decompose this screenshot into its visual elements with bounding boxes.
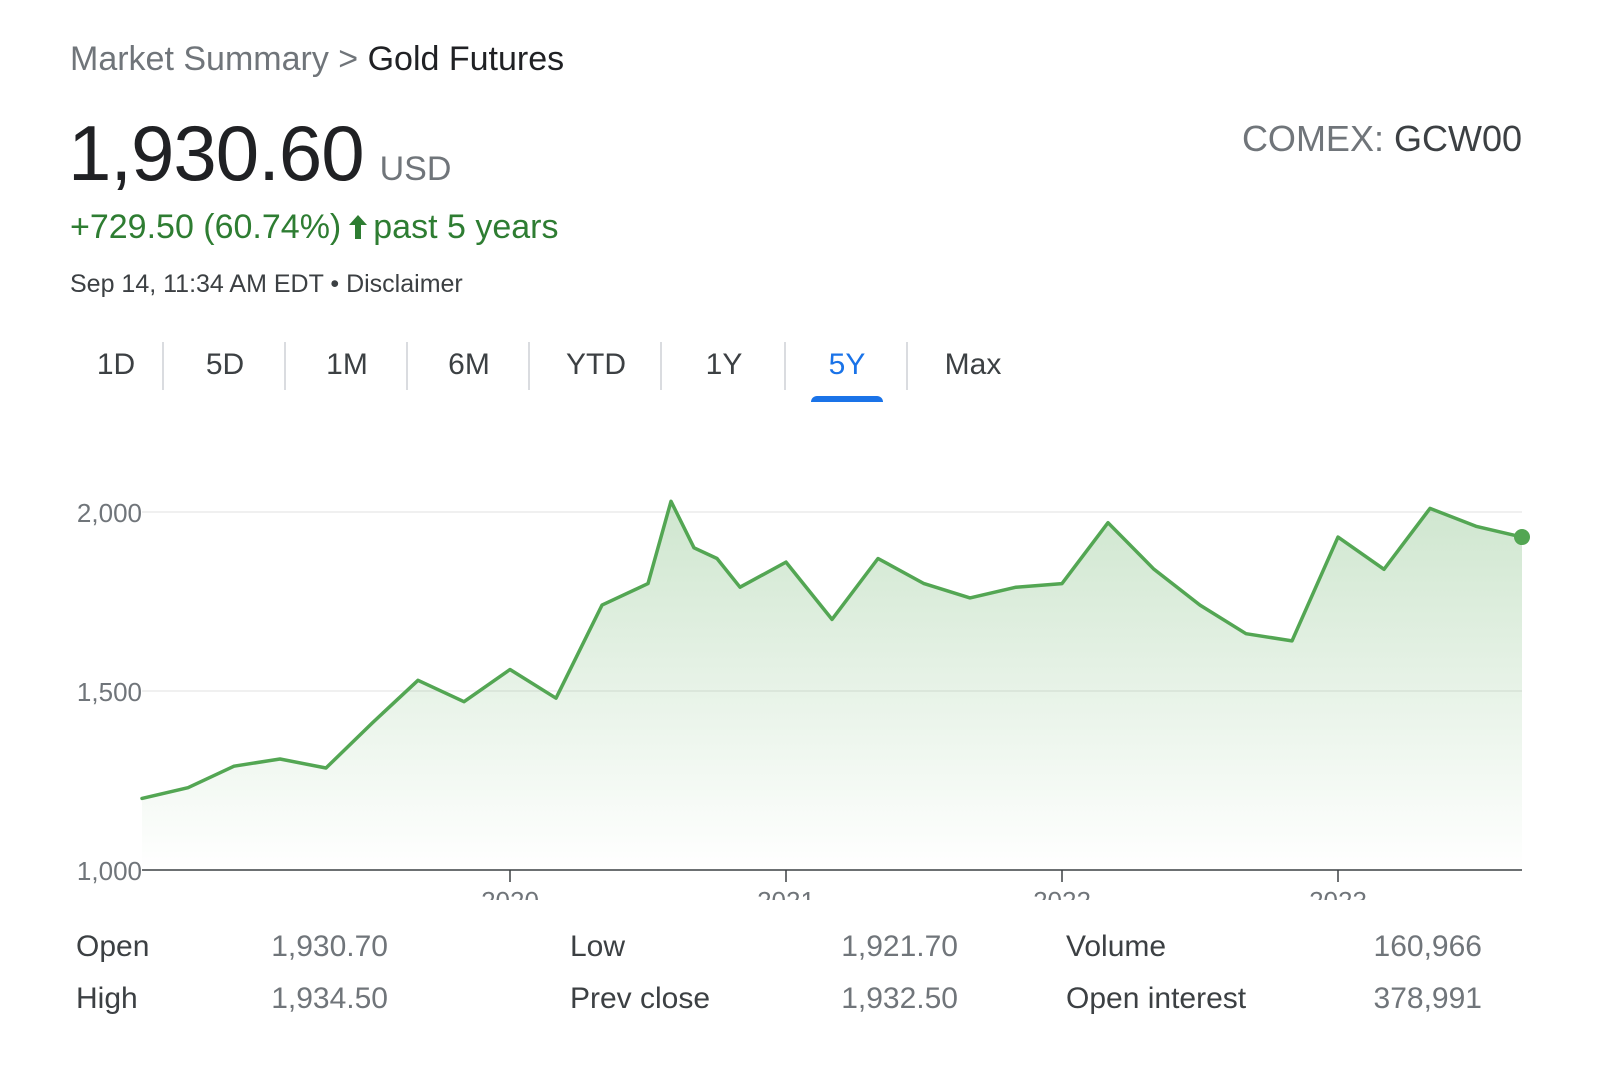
tab-label: 5D: [205, 348, 245, 381]
area-fill: [142, 501, 1522, 870]
tab-5d[interactable]: 5D: [164, 340, 286, 400]
stat-value: 1,932.50: [841, 982, 958, 1015]
stat-label: Prev close: [570, 982, 711, 1015]
tab-ytd[interactable]: YTD: [530, 340, 662, 400]
stat-label: Open: [76, 930, 150, 963]
tab-label: 1M: [326, 348, 368, 381]
ticker-symbol: COMEX: GCW00: [1242, 118, 1522, 160]
disclaimer-link[interactable]: Disclaimer: [346, 270, 463, 298]
tab-label: 1D: [96, 348, 136, 381]
bullet-separator: •: [330, 270, 340, 298]
tab-label: Max: [944, 348, 1002, 381]
symbol-label: GCW00: [1393, 118, 1522, 159]
tab-1y[interactable]: 1Y: [662, 340, 786, 400]
last-price-dot: [1514, 529, 1530, 546]
y-tick-label: 1,500: [77, 677, 142, 707]
stat-value: 1,921.70: [841, 930, 958, 963]
price-change: +729.50 (60.74%) past 5 years: [70, 208, 558, 247]
active-tab-indicator: [811, 396, 883, 402]
x-tick-label: 2020: [481, 886, 539, 900]
tab-label: 6M: [448, 348, 490, 381]
stat-label: High: [76, 982, 138, 1015]
tab-label: 5Y: [828, 348, 866, 381]
tab-max[interactable]: Max: [908, 340, 1038, 400]
breadcrumb-separator: >: [338, 40, 359, 78]
range-tabs: 1D 5D 1M 6M YTD 1Y 5Y Max: [68, 340, 1038, 402]
stat-label: Volume: [1066, 930, 1167, 963]
currency-label: USD: [379, 150, 452, 188]
price-chart[interactable]: 1,000 1,500 2,000 2020 2021 2022 2023: [0, 430, 1600, 900]
y-tick-label: 2,000: [77, 498, 142, 528]
tab-label: 1Y: [705, 348, 743, 381]
price-row: 1,930.60 USD: [68, 108, 451, 199]
arrow-up-icon: [349, 215, 368, 239]
tab-label: YTD: [566, 348, 626, 381]
breadcrumb-parent[interactable]: Market Summary: [70, 40, 329, 78]
stats-table: Open 1,930.70 High 1,934.50 Low 1,921.70…: [0, 930, 1600, 1040]
x-tick-label: 2021: [757, 886, 815, 900]
timestamp: Sep 14, 11:34 AM EDT: [70, 270, 324, 298]
exchange-label: COMEX:: [1241, 118, 1384, 159]
timestamp-row: Sep 14, 11:34 AM EDT • Disclaimer: [70, 270, 463, 299]
stat-value: 1,930.70: [271, 930, 388, 963]
stat-label: Low: [570, 930, 626, 963]
x-tick-label: 2023: [1309, 886, 1367, 900]
tab-1m[interactable]: 1M: [286, 340, 408, 400]
stat-value: 160,966: [1373, 930, 1482, 963]
x-tick-label: 2022: [1033, 886, 1091, 900]
change-value: +729.50 (60.74%): [70, 208, 342, 246]
change-period: past 5 years: [373, 208, 559, 246]
stat-label: Open interest: [1066, 982, 1247, 1015]
stat-value: 1,934.50: [271, 982, 388, 1015]
breadcrumb: Market Summary > Gold Futures: [70, 40, 564, 79]
breadcrumb-current: Gold Futures: [367, 40, 565, 78]
tab-5y[interactable]: 5Y: [786, 340, 908, 402]
price-line: [140, 499, 1524, 801]
stat-value: 378,991: [1373, 982, 1482, 1015]
y-tick-label: 1,000: [77, 856, 142, 886]
current-price: 1,930.60: [68, 109, 365, 197]
tab-1d[interactable]: 1D: [68, 340, 164, 400]
tab-6m[interactable]: 6M: [408, 340, 530, 400]
